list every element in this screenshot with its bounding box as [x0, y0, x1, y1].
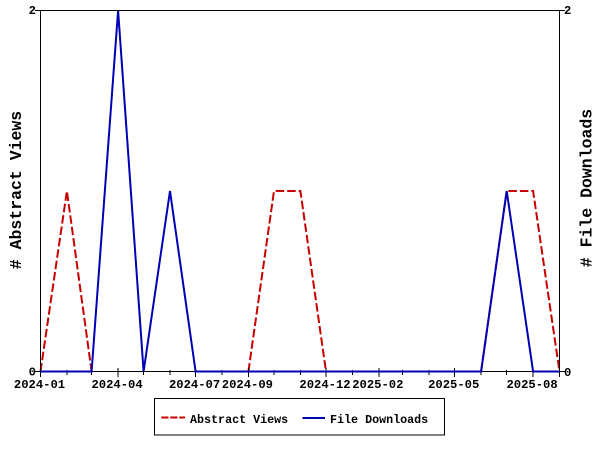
svg-text:# Abstract Views: # Abstract Views	[7, 111, 26, 269]
svg-text:# File Downloads: # File Downloads	[578, 109, 597, 267]
svg-text:2024-04: 2024-04	[91, 378, 142, 392]
svg-text:2024-12: 2024-12	[299, 378, 350, 392]
svg-text:2025-05: 2025-05	[428, 378, 479, 392]
svg-text:0: 0	[29, 366, 36, 380]
svg-text:2024-01: 2024-01	[14, 378, 65, 392]
svg-text:2: 2	[29, 4, 36, 18]
svg-text:2: 2	[564, 4, 571, 18]
svg-text:Abstract Views: Abstract Views	[190, 413, 288, 427]
svg-text:2025-02: 2025-02	[352, 378, 403, 392]
svg-text:2024-07: 2024-07	[169, 378, 220, 392]
svg-text:File Downloads: File Downloads	[330, 413, 428, 427]
svg-text:2024-09: 2024-09	[222, 378, 273, 392]
svg-text:2025-08: 2025-08	[506, 378, 557, 392]
svg-text:0: 0	[564, 366, 571, 380]
